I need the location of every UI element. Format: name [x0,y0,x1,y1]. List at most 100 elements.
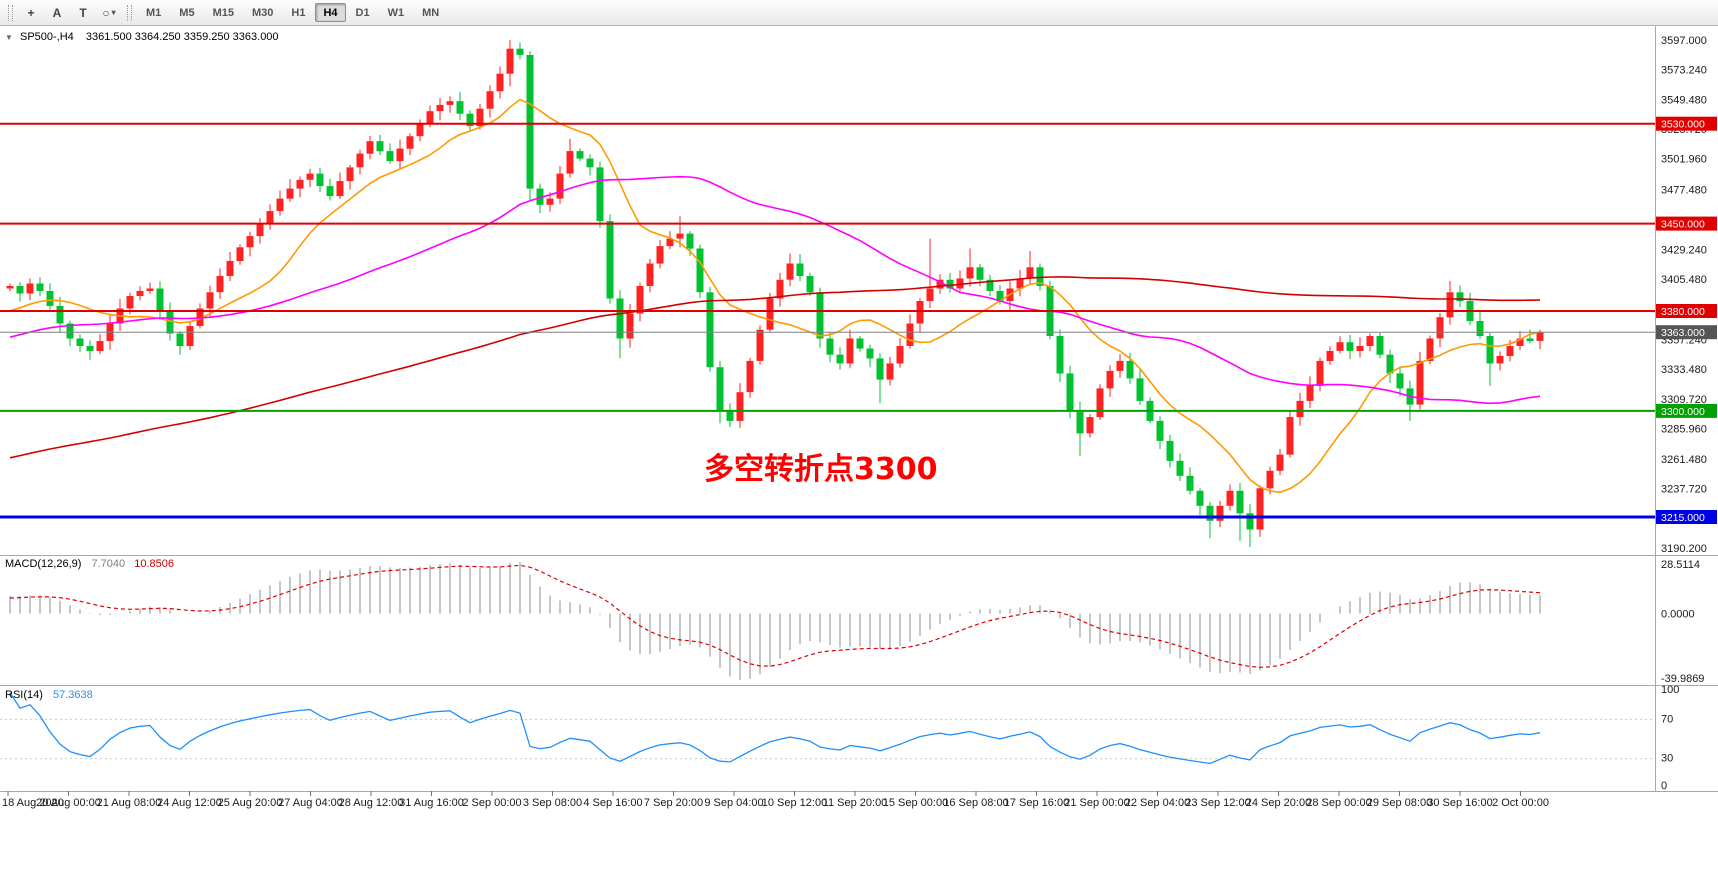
candle-body [926,288,934,301]
toolbar-grip[interactable] [8,4,13,21]
candle-body [896,346,904,364]
price-axis-label: 3501.960 [1661,154,1707,166]
candle-body [136,291,144,296]
candle-body [1056,336,1064,374]
candle-body [1256,488,1264,530]
price-axis-label: 3597.000 [1661,35,1707,47]
candle-body [336,181,344,197]
time-axis-label: 24 Aug 12:00 [157,797,222,809]
timeframe-h4-button[interactable]: H4 [315,3,346,22]
candle-body [46,291,54,306]
candle-body [516,48,524,55]
time-axis-label: 11 Sep 20:00 [823,797,888,809]
time-axis-label: 4 Sep 16:00 [583,797,642,809]
candle-body [876,358,884,380]
time-axis-label: 9 Sep 04:00 [704,797,763,809]
candle-body [1286,417,1294,455]
candle-body [596,167,604,222]
timeframe-m1-button[interactable]: M1 [146,7,162,19]
candle-body [916,301,924,324]
timeframe-m30-button[interactable]: M30 [251,7,274,19]
candle-body [1206,505,1214,521]
candle-body [616,298,624,339]
candle-body [1386,354,1394,374]
candle-body [226,261,234,276]
candle-body [66,323,74,339]
price-level-badge [1656,304,1717,318]
time-axis-label: 2 Sep 00:00 [462,797,521,809]
candle-body [736,392,744,421]
shapes-tool-button[interactable]: ○ ▾ [97,3,121,23]
candle-body [706,292,714,368]
candle-body [846,338,854,364]
drawing-tools-group: + A T ○ ▾ [18,0,122,25]
candle-body [1196,490,1204,506]
candle-body [1096,388,1104,418]
price-axis-label: 3429.240 [1661,245,1707,257]
timeframe-mn-button[interactable]: MN [422,7,440,19]
candle-body [296,179,304,189]
candle-body [26,283,34,294]
rsi-axis-label: 30 [1661,753,1673,765]
price-level-badge-label: 3530.000 [1661,119,1705,131]
timeframe-m15-button[interactable]: M15 [212,7,234,19]
candle-body [786,263,794,280]
candle-body [486,91,494,109]
candle-body [1296,400,1304,418]
text-tool-button[interactable]: A [45,3,69,23]
candle-body [306,173,314,180]
candle-body [646,263,654,286]
text-label-tool-button[interactable]: T [71,3,95,23]
candle-body [126,296,134,309]
candle-body [576,151,584,159]
time-axis-label: 28 Sep 00:00 [1306,797,1371,809]
candle-body [1356,346,1364,351]
timeframe-w1-button[interactable]: W1 [387,7,405,19]
candle-body [1336,342,1344,351]
candle-body [806,276,814,293]
candle-body [466,113,474,127]
candle-body [1236,490,1244,514]
macd-main-value: 7.7040 [91,558,126,570]
candle-body [176,333,184,346]
timeframes-toolbar-grip[interactable] [127,4,132,21]
candle-body [1276,454,1284,471]
candle-body [766,298,774,330]
crosshair-tool-button[interactable]: + [19,3,43,23]
price-axis-label: 3285.960 [1661,423,1707,435]
candle-body [1306,385,1314,401]
time-axis-label: 15 Sep 00:00 [883,797,948,809]
candle-body [746,360,754,393]
candle-body [556,173,564,199]
price-axis-label: 3237.720 [1661,484,1707,496]
candle-body [1316,360,1324,386]
candle-body [366,141,374,154]
candle-body [376,141,384,152]
timeframe-d1-button[interactable]: D1 [355,7,370,19]
candle-body [1176,460,1184,476]
timeframe-m5-button[interactable]: M5 [179,7,195,19]
time-axis-label: 18 Aug 2020 [2,797,64,809]
chart-ohlc-values: 3361.500 3364.250 3359.250 3363.000 [85,31,279,43]
candle-body [206,292,214,309]
candle-body [146,288,154,291]
timeframe-h1-button[interactable]: H1 [291,7,306,19]
rsi-axis-label: 0 [1661,780,1667,792]
text-label-tool-icon: T [79,5,87,20]
rsi-axis-label: 100 [1661,684,1679,696]
rsi-indicator-label: RSI(14) 57.3638 [5,689,93,701]
candle-body [1086,417,1094,434]
macd-name: MACD(12,26,9) [5,558,82,570]
chart-canvas[interactable]: 3597.0003573.2403549.4803525.7203501.960… [0,26,1718,893]
price-level-badge [1656,116,1717,131]
candle-body [866,348,874,359]
collapse-icon[interactable]: ▼ [5,33,13,42]
time-axis-label: 29 Sep 08:00 [1367,797,1432,809]
time-axis-label: 3 Sep 08:00 [523,797,582,809]
candle-body [886,363,894,380]
candle-body [976,267,984,280]
candle-body [56,306,64,324]
price-axis-label: 3405.480 [1661,274,1707,286]
candle-body [676,233,684,239]
